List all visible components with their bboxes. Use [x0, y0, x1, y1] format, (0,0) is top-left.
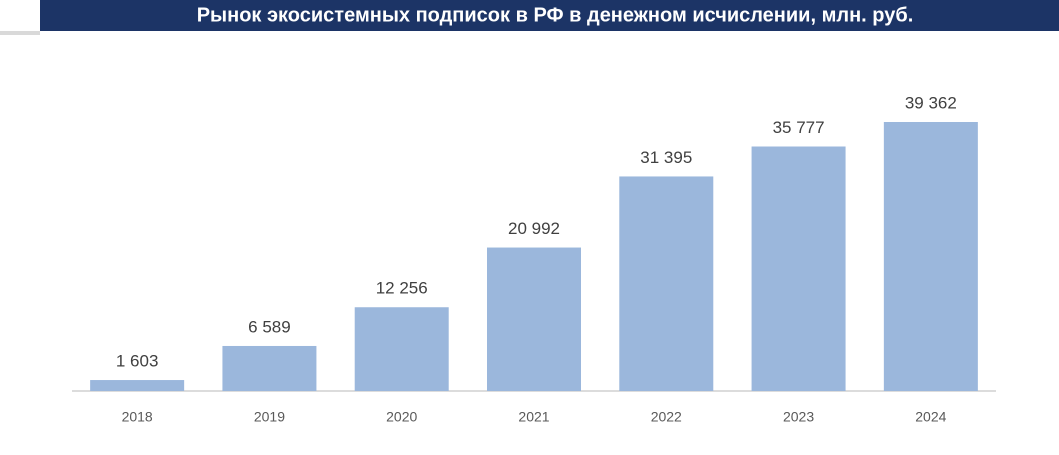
value-label: 39 362 [905, 93, 957, 112]
value-label: 20 992 [508, 219, 560, 238]
x-tick-label: 2024 [915, 409, 946, 425]
x-tick-label: 2019 [254, 409, 285, 425]
bar [222, 345, 317, 391]
bar [354, 307, 449, 391]
x-tick-label: 2022 [651, 409, 682, 425]
x-tick-label: 2023 [783, 409, 814, 425]
value-label: 31 395 [640, 148, 692, 167]
value-label: 35 777 [773, 118, 825, 137]
value-label: 1 603 [116, 352, 159, 371]
title-banner [40, 0, 1059, 31]
value-label: 6 589 [248, 317, 291, 336]
bar [883, 122, 978, 391]
x-tick-label: 2021 [518, 409, 549, 425]
value-label: 12 256 [376, 279, 428, 298]
x-tick-label: 2020 [386, 409, 417, 425]
bar [619, 176, 714, 391]
bar [751, 146, 846, 391]
bar [90, 380, 185, 391]
banner-edge [0, 31, 40, 35]
bar [487, 247, 581, 391]
chart-title: Рынок экосистемных подписок в РФ в денеж… [197, 4, 914, 26]
x-tick-label: 2018 [122, 409, 153, 425]
